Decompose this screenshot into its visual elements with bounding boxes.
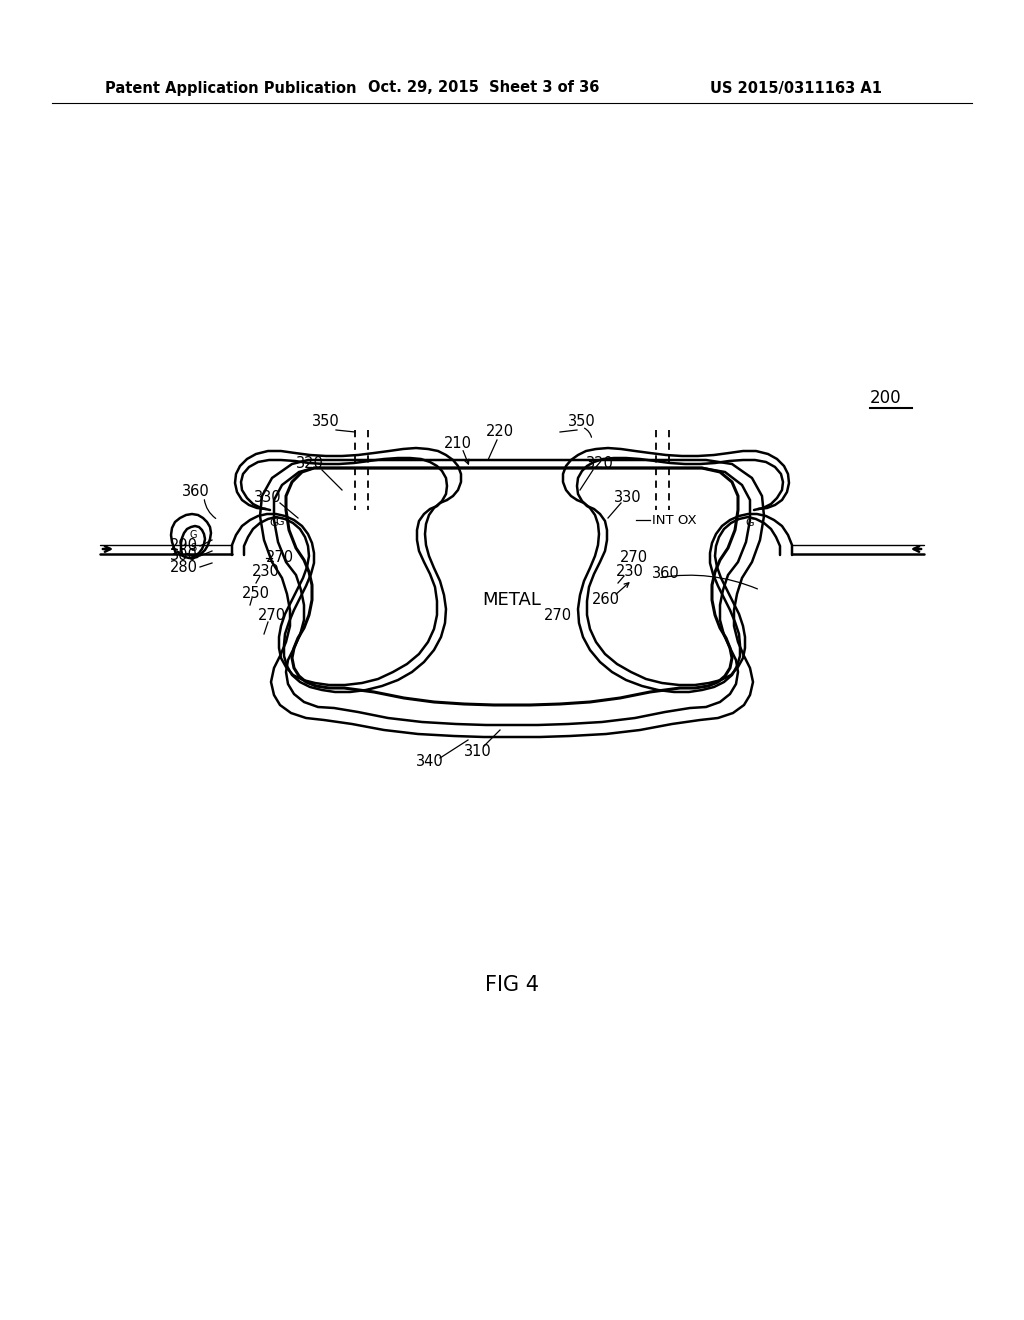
Text: 320: 320 — [296, 457, 324, 471]
Text: 220: 220 — [486, 425, 514, 440]
Text: INT OX: INT OX — [652, 513, 696, 527]
Text: 270: 270 — [258, 609, 286, 623]
Text: G: G — [275, 517, 285, 527]
Text: S: S — [189, 543, 196, 553]
Text: US 2015/0311163 A1: US 2015/0311163 A1 — [710, 81, 882, 95]
Text: 230: 230 — [616, 565, 644, 579]
Text: 320: 320 — [586, 457, 614, 471]
Text: 270: 270 — [620, 550, 648, 565]
Text: 350: 350 — [312, 414, 340, 429]
Text: Patent Application Publication: Patent Application Publication — [105, 81, 356, 95]
Text: FIG 4: FIG 4 — [485, 975, 539, 995]
Text: G: G — [269, 517, 279, 528]
Text: 300: 300 — [170, 549, 198, 564]
Text: G: G — [189, 531, 197, 540]
Polygon shape — [274, 469, 750, 725]
Text: G: G — [745, 517, 755, 528]
Text: 360: 360 — [652, 566, 680, 582]
Text: Oct. 29, 2015  Sheet 3 of 36: Oct. 29, 2015 Sheet 3 of 36 — [368, 81, 599, 95]
Text: 330: 330 — [614, 491, 642, 506]
Text: 290: 290 — [170, 539, 198, 553]
Text: 350: 350 — [568, 414, 596, 429]
Text: 260: 260 — [592, 593, 620, 607]
Text: 330: 330 — [254, 491, 282, 506]
Text: 250: 250 — [242, 586, 270, 602]
Text: 200: 200 — [870, 389, 901, 407]
Polygon shape — [286, 469, 738, 705]
Text: 310: 310 — [464, 744, 492, 759]
Text: 230: 230 — [252, 565, 280, 579]
Text: 270: 270 — [266, 550, 294, 565]
Text: 340: 340 — [416, 755, 443, 770]
Text: METAL: METAL — [482, 591, 542, 609]
Text: 270: 270 — [544, 609, 572, 623]
Text: 210: 210 — [444, 437, 472, 451]
Text: 360: 360 — [182, 484, 210, 499]
Polygon shape — [260, 459, 764, 737]
Text: 280: 280 — [170, 560, 198, 574]
